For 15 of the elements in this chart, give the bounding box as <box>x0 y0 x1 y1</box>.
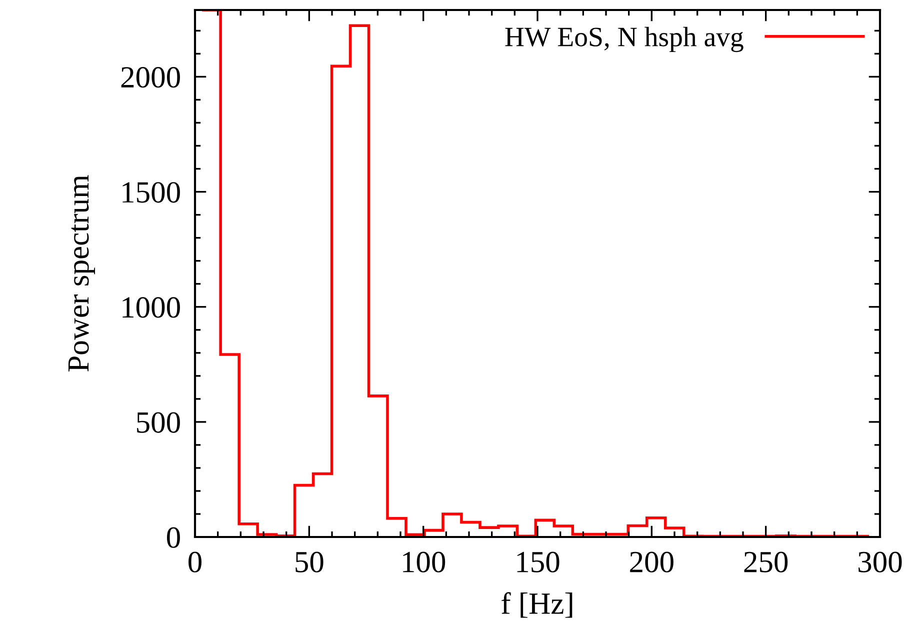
legend-label: HW EoS, N hsph avg <box>505 26 744 52</box>
y-tick-label: 2000 <box>121 67 180 88</box>
y-tick-label: 1500 <box>122 182 180 203</box>
y-tick-label: 500 <box>137 412 180 433</box>
x-tick-label: 150 <box>517 552 560 572</box>
y-tick-label: 1000 <box>122 297 180 318</box>
x-tick-label: 0 <box>188 552 202 572</box>
x-axis-title: f [Hz] <box>502 592 572 618</box>
x-tick-label: 50 <box>296 552 324 572</box>
x-tick-label: 250 <box>744 552 788 572</box>
y-tick-label: 0 <box>167 527 180 548</box>
x-tick-label: 100 <box>403 552 446 572</box>
y-axis-title: Power spectrum <box>68 175 95 372</box>
x-tick-label: 200 <box>630 552 674 572</box>
x-tick-label: 300 <box>858 552 902 572</box>
